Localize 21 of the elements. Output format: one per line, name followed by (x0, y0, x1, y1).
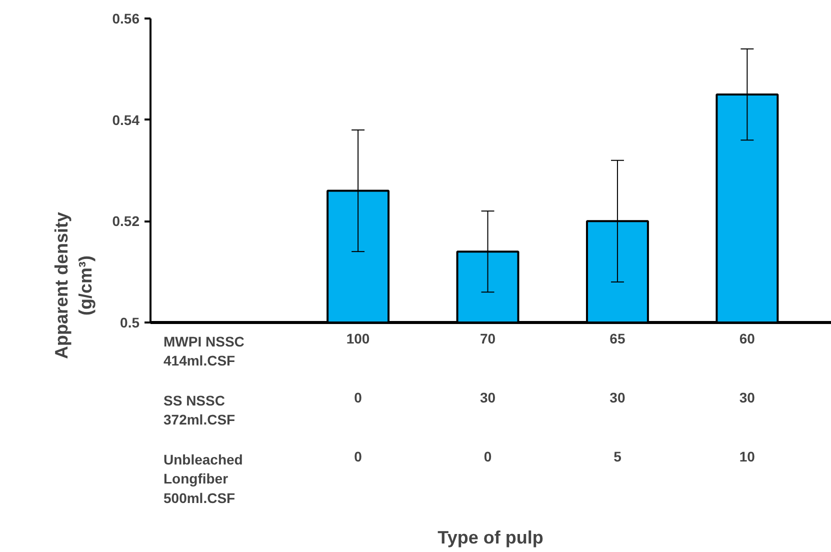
text: Unbleached Longfiber 500ml.CSF (164, 452, 243, 506)
x-tick-label: 65 (610, 330, 626, 346)
text: 0 (354, 448, 362, 464)
x-tick-label: 60 (739, 330, 756, 346)
text: 0 (484, 448, 492, 464)
text: 0 (354, 390, 362, 406)
text: 30 (610, 390, 626, 406)
x-tick-label: 100 (346, 330, 370, 346)
text: 30 (739, 390, 756, 406)
text: 5 (614, 448, 622, 464)
y-tick-label: 0.52 (112, 213, 140, 230)
x-tick-label: 70 (480, 330, 496, 346)
text: 10 (739, 448, 756, 464)
text: 30 (480, 390, 496, 406)
text: MWPI NSSC 414ml.CSF (164, 334, 244, 369)
y-tick-label: 0.56 (112, 10, 140, 26)
y-tick-label: 0.5 (120, 314, 140, 330)
y-tick-label: 0.54 (112, 112, 140, 128)
text: Type of pulp (438, 528, 544, 548)
y-axis-title: Apparent density (g/cm³) (51, 212, 96, 360)
text: SS NSSC 372ml.CSF (164, 392, 236, 428)
